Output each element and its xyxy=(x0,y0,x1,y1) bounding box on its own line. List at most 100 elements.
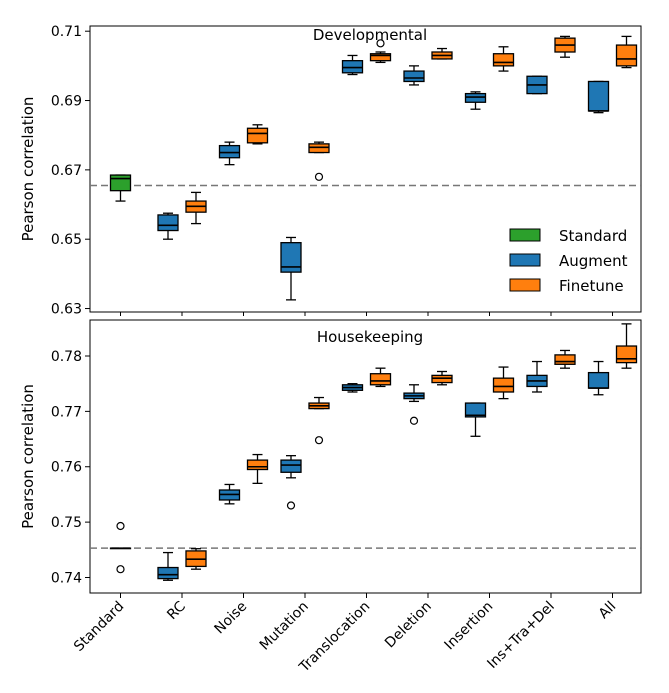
housekeeping-boxes xyxy=(109,323,638,581)
y-tick-label: 0.69 xyxy=(51,94,82,110)
outlier-point xyxy=(314,436,324,445)
legend-label-augment: Augment xyxy=(559,252,628,270)
box-body xyxy=(369,53,392,62)
box-translocation-finetune xyxy=(369,39,392,64)
box-mutation-augment xyxy=(280,236,302,301)
housekeeping-y-label: Pearson correlation xyxy=(19,384,37,529)
developmental-title: Developmental xyxy=(313,26,427,44)
box-body xyxy=(587,80,610,112)
box-ins-tra-del-finetune xyxy=(554,35,576,58)
x-tick-label-insertion: Insertion xyxy=(442,599,497,654)
developmental-y-label: Pearson correlation xyxy=(19,97,37,242)
box-deletion-finetune xyxy=(431,370,453,386)
box-deletion-augment xyxy=(403,384,425,425)
box-body xyxy=(157,214,179,232)
box-all-augment xyxy=(587,360,610,396)
x-tick-label-standard: Standard xyxy=(71,599,127,655)
legend-swatch-standard xyxy=(509,228,541,242)
box-body xyxy=(464,92,487,103)
x-tick-label-noise: Noise xyxy=(212,599,251,638)
box-body xyxy=(554,354,576,365)
developmental-plot-area xyxy=(89,25,642,313)
legend-label-finetune: Finetune xyxy=(559,277,624,295)
box-body xyxy=(431,374,453,384)
y-tick-label: 0.67 xyxy=(51,163,82,179)
box-body xyxy=(280,242,302,273)
box-noise-augment xyxy=(218,483,241,505)
box-ins-tra-del-augment xyxy=(526,75,548,95)
box-noise-augment xyxy=(218,141,241,166)
box-standard-standard xyxy=(109,521,132,574)
legend: Standard Augment Finetune xyxy=(509,227,628,295)
box-mutation-finetune xyxy=(308,396,330,445)
box-noise-finetune xyxy=(246,124,269,145)
box-standard-standard xyxy=(109,174,132,202)
y-tick-label: 0.65 xyxy=(51,232,82,248)
y-tick-label: 0.74 xyxy=(51,570,82,586)
box-body xyxy=(615,345,638,364)
box-body xyxy=(492,377,515,393)
legend-swatch-augment xyxy=(509,253,541,267)
housekeeping-title: Housekeeping xyxy=(317,328,423,346)
developmental-panel: 0.63 0.65 0.67 0.69 0.71 Developmental Pears… xyxy=(19,24,642,318)
x-tick-label-rc: RC xyxy=(164,598,189,623)
box-body xyxy=(341,60,364,74)
box-all-augment xyxy=(587,80,610,114)
box-translocation-finetune xyxy=(369,367,392,388)
x-tick-label-mutation: Mutation xyxy=(257,599,312,654)
box-body xyxy=(246,459,269,471)
box-mutation-finetune xyxy=(308,141,330,181)
legend-label-standard: Standard xyxy=(559,227,627,245)
housekeeping-plot-area xyxy=(89,319,642,594)
box-noise-finetune xyxy=(246,453,269,485)
box-insertion-augment xyxy=(464,91,487,110)
y-tick-label: 0.76 xyxy=(51,460,82,476)
box-body xyxy=(464,402,487,418)
box-mutation-augment xyxy=(280,455,302,510)
developmental-y-axis: 0.63 0.65 0.67 0.69 0.71 xyxy=(51,24,90,318)
box-rc-finetune xyxy=(185,191,207,225)
box-rc-augment xyxy=(157,551,179,581)
box-ins-tra-del-finetune xyxy=(554,349,576,369)
box-body xyxy=(615,44,638,67)
box-rc-augment xyxy=(157,212,179,240)
box-body xyxy=(492,53,515,67)
outlier-point xyxy=(409,416,419,425)
y-tick-label: 0.75 xyxy=(51,515,82,531)
box-rc-finetune xyxy=(185,548,207,570)
outlier-point xyxy=(116,565,125,574)
housekeeping-panel: 0.74 0.75 0.76 0.77 0.78 Housekeeping Pearso… xyxy=(19,319,642,594)
developmental-boxes xyxy=(109,35,638,301)
y-tick-label: 0.78 xyxy=(51,349,82,365)
box-body xyxy=(587,371,610,389)
box-body xyxy=(280,459,302,473)
box-body xyxy=(369,373,392,386)
box-body xyxy=(403,70,425,83)
y-tick-label: 0.71 xyxy=(51,24,82,40)
outlier-point xyxy=(376,39,385,48)
box-all-finetune xyxy=(615,35,638,69)
box-translocation-augment xyxy=(341,383,364,393)
box-body xyxy=(157,566,179,580)
box-ins-tra-del-augment xyxy=(526,360,548,393)
y-tick-label: 0.63 xyxy=(51,302,82,318)
box-deletion-finetune xyxy=(431,47,453,60)
box-body xyxy=(246,127,269,144)
box-all-finetune xyxy=(615,323,638,369)
y-tick-label: 0.77 xyxy=(51,404,82,420)
outlier-point xyxy=(314,172,324,181)
outlier-point xyxy=(286,501,296,510)
legend-swatch-finetune xyxy=(509,278,541,292)
outlier-point xyxy=(116,521,125,531)
x-tick-label-all: All xyxy=(596,599,620,623)
box-translocation-augment xyxy=(341,54,364,76)
box-body xyxy=(109,174,132,192)
box-insertion-augment xyxy=(464,402,487,437)
x-tick-label-deletion: Deletion xyxy=(382,599,435,652)
box-insertion-finetune xyxy=(492,46,515,72)
box-deletion-augment xyxy=(403,65,425,86)
box-body xyxy=(308,143,330,154)
box-insertion-finetune xyxy=(492,366,515,400)
box-body xyxy=(218,144,241,159)
